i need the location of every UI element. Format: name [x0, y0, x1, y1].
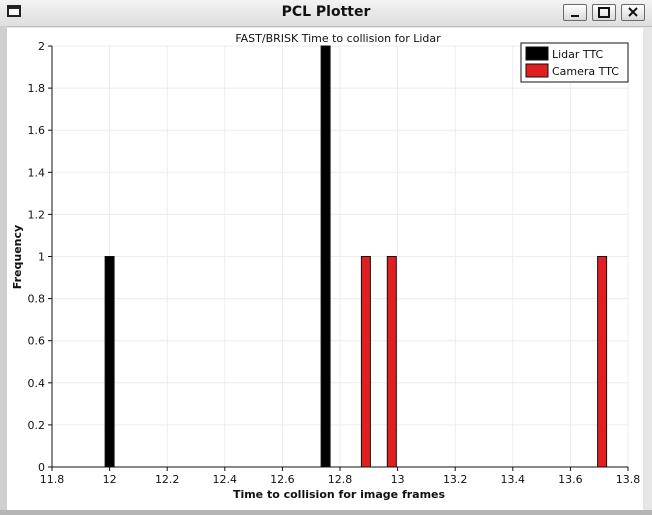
- y-tick-label: 0: [38, 461, 45, 474]
- plot-area: 11.8 12 12.2 12.4 12.6 12.8 13 13.2 13.4 13.6 13.8…: [7, 28, 643, 510]
- close-button[interactable]: [621, 4, 645, 21]
- maximize-icon: [598, 7, 610, 18]
- y-axis-label: Frequency: [11, 225, 24, 289]
- axes-layer: 11.8 12 12.2 12.4 12.6 12.8 13 13.2 13.4 13.6 13.8…: [28, 40, 641, 486]
- minimize-button[interactable]: [563, 4, 587, 21]
- window-left-edge: [0, 26, 7, 515]
- bar-lidar: [320, 45, 331, 468]
- y-tick-label: 1.6: [28, 124, 46, 137]
- x-tick-label: 12.2: [155, 473, 180, 486]
- bar-camera: [386, 256, 397, 468]
- x-tick-label: 12: [103, 473, 117, 486]
- x-tick-label: 11.8: [40, 473, 65, 486]
- chart-svg: 11.8 12 12.2 12.4 12.6 12.8 13 13.2 13.4 13.6 13.8…: [11, 32, 641, 501]
- x-tick-label: 13: [391, 473, 405, 486]
- bar-lidar: [104, 256, 115, 468]
- x-tick-label: 12.4: [213, 473, 238, 486]
- y-tick-label: 2: [38, 40, 45, 53]
- window-title: PCL Plotter: [281, 4, 371, 20]
- y-tick-label: 1.8: [28, 82, 46, 95]
- y-tick-label: 0.6: [28, 335, 46, 348]
- bottom-strip: [0, 510, 652, 515]
- y-tick-label: 0.2: [28, 419, 46, 432]
- minimize-icon: [571, 15, 579, 17]
- maximize-button[interactable]: [592, 4, 616, 21]
- x-tick-label: 12.6: [270, 473, 295, 486]
- x-axis-label: Time to collision for image frames: [233, 488, 446, 501]
- x-tick-label: 13.8: [616, 473, 641, 486]
- x-tick-label: 13.2: [443, 473, 468, 486]
- grid-layer: [52, 45, 629, 467]
- x-tick-label: 12.8: [328, 473, 353, 486]
- y-tick-label: 1.4: [28, 166, 46, 179]
- bar-camera: [597, 256, 608, 468]
- y-tick-label: 0.4: [28, 377, 46, 390]
- y-tick-label: 1: [38, 251, 45, 264]
- x-tick-label: 13.4: [501, 473, 526, 486]
- legend: Lidar TTC Camera TTC: [520, 42, 629, 83]
- x-tick-label: 13.6: [558, 473, 583, 486]
- y-tick-label: 0.8: [28, 293, 46, 306]
- legend-label: Camera TTC: [552, 65, 619, 78]
- title-bar[interactable]: PCL Plotter: [0, 0, 652, 27]
- y-tick-label: 1.2: [28, 208, 46, 221]
- window-app-icon: [7, 5, 21, 17]
- legend-label: Lidar TTC: [552, 48, 604, 61]
- bar-camera: [360, 256, 371, 468]
- legend-swatch: [525, 46, 549, 61]
- legend-swatch: [525, 63, 549, 78]
- chart-title: FAST/BRISK Time to collision for Lidar: [235, 32, 441, 45]
- close-icon: [628, 7, 638, 17]
